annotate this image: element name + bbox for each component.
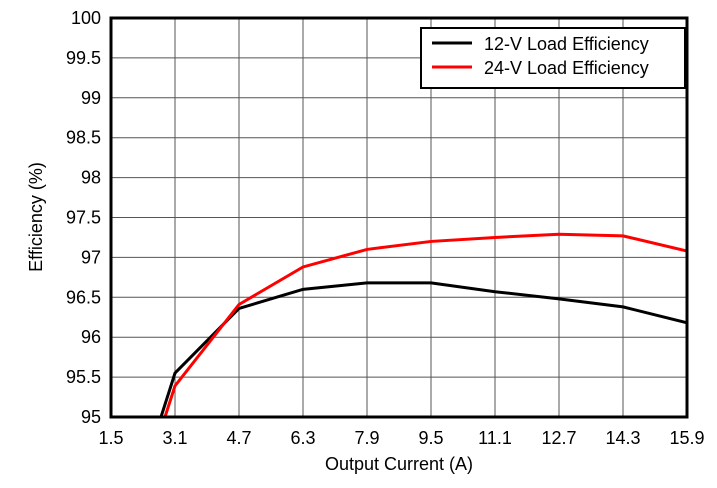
legend: 12-V Load Efficiency 24-V Load Efficienc… [420, 27, 686, 89]
x-tick-label: 14.3 [605, 428, 640, 448]
series-line-1 [163, 232, 687, 417]
y-tick-label: 98 [81, 168, 101, 188]
legend-box [420, 27, 686, 89]
x-tick-label: 6.3 [290, 428, 315, 448]
x-tick-label: 9.5 [418, 428, 443, 448]
x-tick-label: 7.9 [354, 428, 379, 448]
y-tick-label: 95 [81, 407, 101, 427]
x-tick-label: 15.9 [669, 428, 704, 448]
y-tick-label: 98.5 [66, 128, 101, 148]
x-tick-label: 12.7 [541, 428, 576, 448]
y-tick-label: 96 [81, 327, 101, 347]
legend-label-24v: 24-V Load Efficiency [484, 58, 649, 78]
y-tick-labels: 95 95.5 96 96.5 97 97.5 98 98.5 99 99.5 100 [66, 8, 101, 427]
y-tick-label: 95.5 [66, 367, 101, 387]
x-tick-label: 1.5 [98, 428, 123, 448]
y-tick-label: 99 [81, 88, 101, 108]
x-tick-label: 4.7 [226, 428, 251, 448]
series-lines [159, 232, 687, 417]
x-tick-labels: 1.5 3.1 4.7 6.3 7.9 9.5 11.1 12.7 14.3 15.9 [98, 428, 704, 448]
plot-frame [109, 16, 689, 419]
x-axis-label: Output Current (A) [325, 454, 473, 474]
y-tick-label: 96.5 [66, 287, 101, 307]
x-tick-label: 3.1 [162, 428, 187, 448]
y-tick-label: 97.5 [66, 208, 101, 228]
x-tick-label: 11.1 [478, 428, 512, 448]
legend-label-12v: 12-V Load Efficiency [484, 34, 649, 54]
y-axis-label: Efficiency (%) [26, 162, 46, 272]
y-tick-label: 97 [81, 247, 101, 267]
series-line-0 [159, 281, 687, 417]
y-tick-label: 100 [71, 8, 101, 28]
y-tick-label: 99.5 [66, 48, 101, 68]
